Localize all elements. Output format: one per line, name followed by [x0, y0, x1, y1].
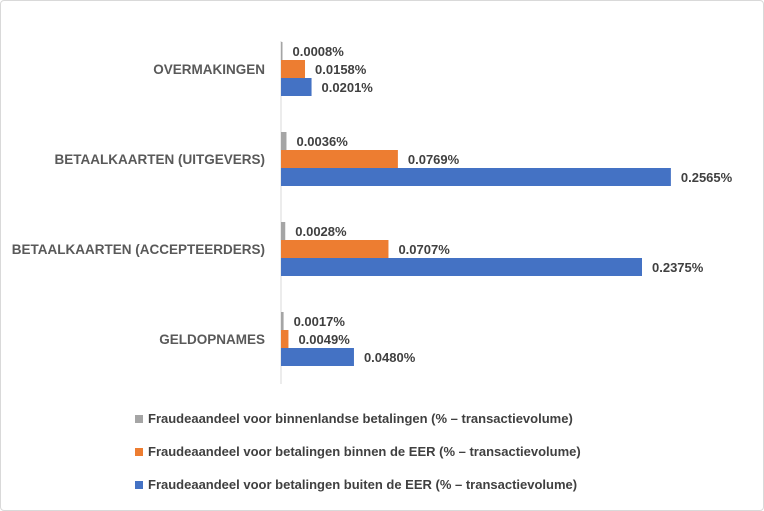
bar — [281, 222, 286, 240]
data-label: 0.2565% — [681, 170, 733, 185]
bar — [281, 150, 398, 168]
bar — [281, 258, 642, 276]
legend-swatch-orange — [135, 447, 143, 456]
legend-label: Fraudeaandeel voor binnenlandse betaling… — [148, 411, 573, 426]
data-label: 0.0049% — [298, 332, 350, 347]
data-label: 0.2375% — [652, 260, 704, 275]
bar — [281, 240, 389, 258]
legend-label: Fraudeaandeel voor betalingen binnen de … — [148, 444, 581, 459]
data-label: 0.0017% — [294, 314, 346, 329]
data-label: 0.0036% — [296, 134, 348, 149]
legend-label: Fraudeaandeel voor betalingen buiten de … — [148, 477, 578, 492]
legend-swatch-gray — [135, 414, 143, 423]
legend-swatch-blue — [135, 480, 143, 489]
data-label: 0.0158% — [315, 62, 367, 77]
data-label: 0.0480% — [364, 350, 416, 365]
bar — [281, 330, 289, 348]
category-label: BETAALKAARTEN (UITGEVERS) — [55, 152, 266, 167]
bar — [281, 42, 283, 60]
bar — [281, 168, 671, 186]
category-label: GELDOPNAMES — [159, 332, 265, 347]
data-label: 0.0008% — [293, 44, 345, 59]
data-label: 0.0707% — [398, 242, 450, 257]
legend-item-within-eea: Fraudeaandeel voor betalingen binnen de … — [135, 444, 581, 459]
data-label: 0.0028% — [295, 224, 347, 239]
data-label: 0.0201% — [322, 80, 374, 95]
data-label: 0.0769% — [408, 152, 460, 167]
bar — [281, 348, 354, 366]
bar — [281, 132, 287, 150]
legend-item-outside-eea: Fraudeaandeel voor betalingen buiten de … — [135, 477, 577, 492]
category-label: BETAALKAARTEN (ACCEPTEERDERS) — [12, 242, 265, 257]
category-label: OVERMAKINGEN — [153, 62, 265, 77]
bar-chart: OVERMAKINGEN 0.0008% 0.0158% 0.0201% BETAALK… — [12, 41, 733, 384]
bar — [281, 78, 312, 96]
bar — [281, 312, 284, 330]
legend-item-domestic: Fraudeaandeel voor binnenlandse betaling… — [135, 411, 573, 426]
bar — [281, 60, 306, 78]
